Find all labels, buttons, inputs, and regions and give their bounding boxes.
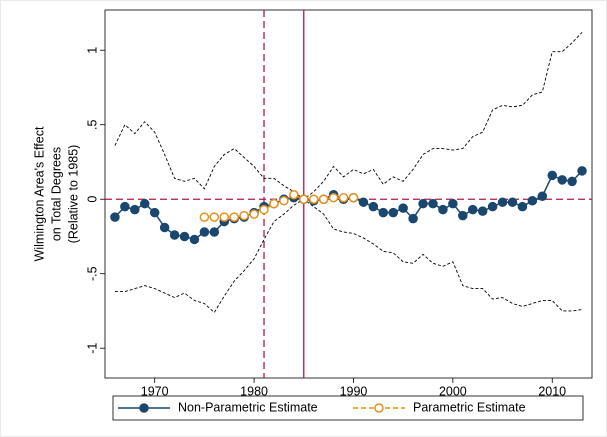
data-point bbox=[438, 204, 448, 215]
data-point bbox=[328, 192, 339, 203]
data-point bbox=[179, 231, 190, 242]
y-tick-label: -1 bbox=[85, 343, 99, 354]
data-point bbox=[338, 192, 349, 203]
data-point bbox=[348, 192, 359, 203]
data-point bbox=[209, 227, 220, 237]
data-point bbox=[368, 201, 379, 212]
data-point bbox=[229, 212, 239, 222]
data-point bbox=[408, 213, 418, 224]
data-point bbox=[467, 204, 478, 215]
x-tick-label: 1970 bbox=[141, 384, 169, 398]
data-point bbox=[199, 212, 210, 222]
data-point bbox=[458, 210, 468, 221]
data-point bbox=[130, 204, 140, 215]
data-point bbox=[358, 197, 369, 207]
legend-marker bbox=[374, 403, 384, 413]
y-axis-title: (Relative to 1985) bbox=[66, 145, 80, 244]
data-point bbox=[507, 197, 518, 207]
data-point bbox=[547, 170, 557, 181]
legend-marker bbox=[139, 403, 149, 413]
data-point bbox=[289, 189, 299, 200]
data-point bbox=[209, 212, 220, 222]
data-point bbox=[239, 210, 249, 221]
data-point bbox=[318, 194, 329, 204]
series-line bbox=[114, 32, 583, 200]
data-point bbox=[497, 197, 508, 207]
data-point bbox=[259, 204, 269, 215]
data-point bbox=[557, 175, 567, 185]
data-point bbox=[279, 195, 289, 206]
data-point bbox=[418, 198, 428, 209]
data-point bbox=[388, 207, 398, 218]
x-tick-label: 2000 bbox=[439, 384, 467, 398]
legend-box bbox=[112, 395, 584, 421]
legend-label: Non-Parametric Estimate bbox=[178, 400, 318, 414]
y-tick-label: .5 bbox=[85, 119, 99, 129]
data-point bbox=[448, 198, 458, 209]
data-point bbox=[110, 212, 120, 222]
data-point bbox=[477, 206, 488, 216]
x-tick-label: 2010 bbox=[538, 384, 566, 398]
data-point bbox=[567, 176, 577, 187]
data-point bbox=[517, 201, 528, 212]
data-point bbox=[428, 198, 438, 209]
data-point bbox=[527, 195, 538, 206]
series-line bbox=[204, 193, 354, 218]
data-point bbox=[140, 198, 150, 209]
data-point bbox=[149, 207, 160, 218]
data-point bbox=[308, 194, 319, 204]
legend-label: Parametric Estimate bbox=[413, 400, 526, 414]
data-point bbox=[120, 201, 130, 212]
data-point bbox=[378, 207, 389, 218]
x-tick-label: 1990 bbox=[340, 384, 368, 398]
data-point bbox=[398, 203, 408, 213]
y-axis-title: Wilmington Area's Effect bbox=[32, 126, 46, 261]
y-axis-title: on Total Degrees bbox=[49, 147, 63, 241]
data-point bbox=[159, 222, 170, 233]
plot-region bbox=[104, 9, 593, 379]
data-point bbox=[189, 234, 200, 245]
y-tick-label: 0 bbox=[85, 196, 99, 203]
data-point bbox=[577, 166, 587, 176]
y-tick-label: 1 bbox=[85, 47, 99, 54]
data-point bbox=[537, 191, 548, 201]
y-tick-label: -.5 bbox=[85, 266, 99, 281]
data-point bbox=[199, 227, 210, 237]
data-point bbox=[487, 201, 498, 212]
data-point bbox=[169, 230, 180, 240]
data-point bbox=[249, 209, 259, 219]
x-tick-label: 1980 bbox=[240, 384, 268, 398]
data-point bbox=[269, 198, 279, 209]
data-point bbox=[219, 212, 230, 222]
data-point bbox=[299, 194, 309, 204]
